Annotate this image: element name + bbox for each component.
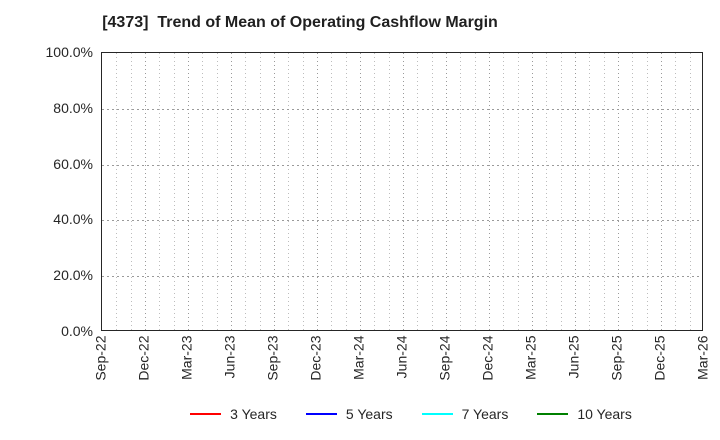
y-gridline [102,220,702,222]
x-minor-gridline [202,53,204,330]
x-tick-label: Mar-25 [522,335,539,380]
x-major-gridline [575,53,576,330]
y-gridline [102,164,702,166]
x-minor-gridline [603,53,605,330]
x-minor-gridline [130,53,132,330]
y-tick-label: 20.0% [53,267,93,284]
x-minor-gridline [546,53,548,330]
y-tick-label: 100.0% [45,44,93,60]
x-tick-label: Sep-24 [436,335,453,381]
y-tick-label: 40.0% [53,211,93,228]
legend-line-swatch [537,413,569,415]
y-gridline [102,276,702,278]
x-tick-label: Jun-24 [393,335,410,379]
x-minor-gridline [560,53,562,330]
legend-line-swatch [305,413,337,415]
y-gridline [102,108,702,110]
x-major-gridline [661,53,662,330]
x-minor-gridline [431,53,433,330]
x-minor-gridline [345,53,347,330]
x-major-gridline [446,53,447,330]
legend-item: 10 Years [537,406,632,422]
x-minor-gridline [302,53,304,330]
legend-label: 5 Years [345,406,393,422]
x-tick-label: Mar-23 [178,335,195,380]
x-minor-gridline [216,53,218,330]
x-minor-gridline [517,53,519,330]
x-tick-label: Jun-23 [221,335,238,379]
legend-item: 5 Years [305,406,393,422]
y-tick-label: 80.0% [53,99,93,116]
x-minor-gridline [646,53,648,330]
legend-label: 7 Years [461,406,509,422]
legend-label: 10 Years [577,406,632,422]
x-minor-gridline [259,53,261,330]
x-minor-gridline [689,53,691,330]
x-major-gridline [618,53,619,330]
x-major-gridline [274,53,275,330]
y-tick-label: 0.0% [61,323,93,339]
x-minor-gridline [374,53,376,330]
x-minor-gridline [589,53,591,330]
x-major-gridline [145,53,146,330]
x-minor-gridline [331,53,333,330]
x-minor-gridline [159,53,161,330]
x-tick-label: Sep-25 [608,335,625,381]
x-minor-gridline [288,53,290,330]
legend: 3 Years 5 Years 7 Years 10 Years [102,406,720,422]
legend-item: 7 Years [421,406,509,422]
y-tick-label: 60.0% [53,155,93,172]
x-minor-gridline [173,53,175,330]
legend-line-swatch [421,413,453,415]
x-minor-gridline [474,53,476,330]
x-tick-label: Dec-23 [307,335,324,381]
x-major-gridline [231,53,232,330]
legend-label: 3 Years [230,406,277,422]
plot-area [101,52,703,331]
x-minor-gridline [632,53,634,330]
x-major-gridline [532,53,533,330]
x-major-gridline [317,53,318,330]
x-tick-label: Dec-24 [479,335,496,381]
x-minor-gridline [245,53,247,330]
x-minor-gridline [116,53,118,330]
legend-item: 3 Years [190,406,277,422]
x-tick-label: Dec-22 [135,335,152,381]
legend-line-swatch [190,413,222,415]
x-tick-label: Mar-26 [694,335,711,380]
x-major-gridline [489,53,490,330]
x-tick-label: Dec-25 [651,335,668,381]
x-minor-gridline [503,53,505,330]
x-minor-gridline [388,53,390,330]
x-major-gridline [360,53,361,330]
x-tick-label: Mar-24 [350,335,367,380]
x-minor-gridline [675,53,677,330]
x-tick-label: Sep-22 [92,335,109,381]
x-major-gridline [403,53,404,330]
chart-title: [4373] Trend of Mean of Operating Cashfl… [102,14,498,31]
x-minor-gridline [460,53,462,330]
x-major-gridline [188,53,189,330]
x-tick-label: Jun-25 [565,335,582,379]
x-tick-label: Sep-23 [264,335,281,381]
x-minor-gridline [417,53,419,330]
